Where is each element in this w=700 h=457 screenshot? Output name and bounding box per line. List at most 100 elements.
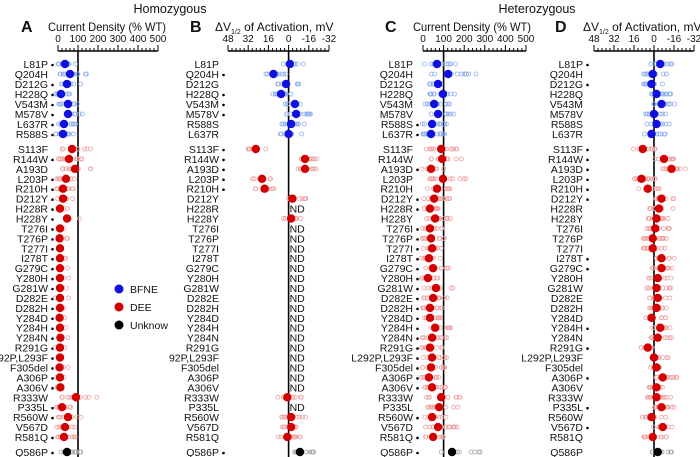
variant-label: T277I	[386, 243, 413, 255]
replicate-point	[439, 226, 444, 231]
significance-marker	[51, 228, 54, 231]
tick-label: 48	[222, 34, 234, 45]
replicate-point	[292, 394, 298, 400]
title-rest: of Activation, mV	[609, 20, 700, 34]
significance-marker	[51, 377, 54, 380]
not-determined-label: ND	[290, 313, 306, 325]
variant-label: Y280H	[16, 273, 48, 285]
replicate-point	[250, 176, 255, 182]
mean-point	[251, 144, 260, 154]
replicate-point	[647, 394, 653, 400]
row-l81p: L81P	[194, 59, 306, 71]
mean-point	[436, 393, 446, 402]
replicate-point	[451, 424, 457, 430]
variant-label: I278T	[556, 253, 583, 265]
variant-label: V567D	[16, 422, 49, 434]
row-92p-l293f: 92P,L293F ND	[169, 353, 305, 365]
replicate-point	[662, 131, 668, 137]
replicate-point	[78, 81, 84, 87]
mean-point	[426, 363, 436, 372]
replicate-point	[451, 146, 456, 152]
variant-label: D212Y	[551, 194, 583, 206]
legend-marker-bfne	[114, 284, 124, 294]
replicate-point	[71, 81, 77, 87]
plot-d: 48 32 16 0 -16 -32 L81PQ204HD212GH228QV543MM57…	[521, 34, 700, 457]
variant-label: A306P	[187, 372, 219, 384]
replicate-point	[310, 449, 315, 455]
replicate-point	[648, 335, 654, 341]
mean-point	[652, 303, 661, 313]
significance-marker	[586, 377, 589, 380]
row-m578v: M578V	[186, 109, 313, 121]
replicate-point	[647, 384, 653, 390]
replicate-point	[663, 394, 669, 400]
replicate-point	[669, 265, 675, 271]
not-determined-label: ND	[290, 283, 306, 295]
replicate-point	[459, 156, 465, 162]
mean-point	[638, 144, 647, 154]
replicate-point	[424, 101, 430, 107]
significance-marker	[222, 168, 225, 172]
mean-point	[56, 333, 65, 342]
replicate-point	[88, 166, 94, 172]
variant-label: L292P,L293F	[521, 353, 583, 365]
legend-label-dee: DEE	[130, 302, 152, 314]
mean-point	[59, 432, 69, 442]
mean-point	[649, 353, 659, 362]
replicate-point	[671, 255, 677, 261]
replicate-point	[434, 226, 440, 231]
replicate-point	[428, 71, 434, 77]
variant-label: Y284H	[551, 323, 583, 335]
replicate-point	[427, 81, 433, 87]
replicate-point	[664, 335, 670, 341]
row-r333w: R333W	[13, 392, 100, 404]
replicate-point	[423, 265, 429, 271]
replicate-point	[428, 146, 434, 152]
mean-point	[62, 447, 72, 457]
replicate-point	[660, 111, 666, 117]
row-q204h: Q204H	[15, 69, 89, 81]
tick-label: -32	[322, 34, 337, 45]
replicate-point	[671, 404, 677, 410]
replicate-point	[65, 394, 71, 400]
mean-point	[61, 174, 71, 183]
row-i278t: I278T	[556, 253, 677, 265]
replicate-point	[68, 404, 74, 410]
mean-point	[651, 224, 660, 233]
replicate-point	[54, 424, 60, 430]
variant-label: R291G	[380, 343, 413, 355]
mean-point	[71, 393, 81, 402]
row-d282e: D282E	[16, 293, 71, 305]
replicate-point	[652, 101, 657, 107]
significance-marker	[416, 307, 419, 311]
variant-label: H228Q	[380, 89, 413, 101]
row-h228r: H228R	[380, 204, 441, 216]
replicate-point	[443, 101, 449, 107]
significance-marker	[51, 317, 54, 321]
row-h228q: H228Q	[380, 89, 457, 101]
row-q586p: Q586P	[550, 447, 674, 457]
replicate-point	[454, 71, 460, 77]
replicate-point	[668, 61, 673, 67]
replicate-point	[424, 394, 430, 400]
replicate-point	[309, 156, 314, 162]
mean-point	[437, 154, 447, 164]
mean-point	[432, 184, 442, 193]
replicate-point	[427, 91, 433, 97]
replicate-point	[80, 111, 85, 117]
row-i278t: I278T	[386, 253, 443, 265]
replicate-point	[643, 315, 649, 321]
variant-label: H228R	[550, 204, 583, 216]
row-y284h: Y284H	[551, 323, 673, 335]
replicate-point	[664, 275, 670, 281]
replicate-point	[447, 216, 453, 221]
row-a306v: A306V	[551, 382, 665, 394]
replicate-point	[670, 206, 676, 211]
replicate-point	[632, 176, 637, 182]
mean-point	[654, 204, 664, 213]
variant-label: V543M	[15, 99, 48, 111]
variant-label: Y284D	[16, 313, 49, 325]
variant-label: A193D	[551, 164, 584, 176]
replicate-point	[57, 414, 63, 420]
row-t276i: T276I	[386, 223, 445, 235]
